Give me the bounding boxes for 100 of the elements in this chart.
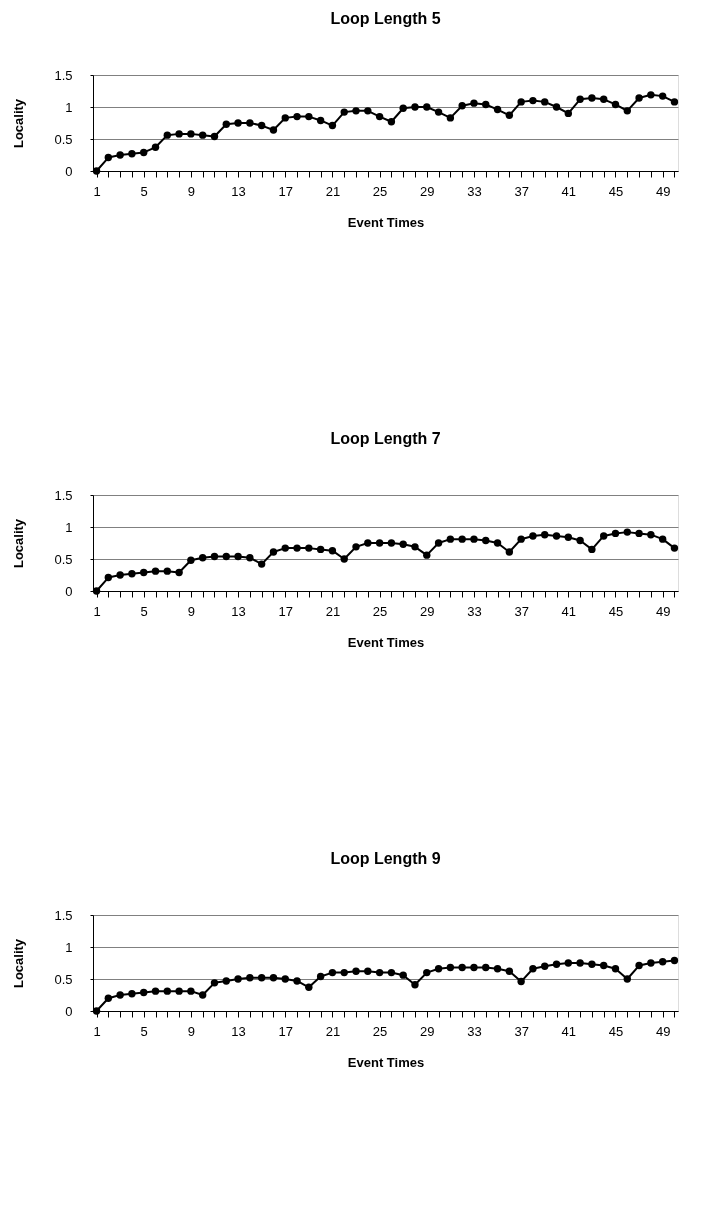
point (588, 94, 596, 102)
point (458, 963, 466, 972)
point (670, 98, 679, 106)
point (552, 960, 561, 968)
x-tick-label: 41 (561, 183, 577, 199)
point (493, 965, 502, 973)
point (458, 535, 466, 543)
x-tick-label: 29 (420, 1023, 435, 1039)
point (470, 535, 478, 543)
x-tick-label: 9 (187, 1023, 196, 1039)
point (623, 107, 631, 115)
point (670, 544, 679, 552)
y-tick-label: 1.5 (54, 907, 73, 923)
point (246, 974, 254, 982)
point (151, 143, 160, 152)
point (305, 112, 313, 121)
point (446, 963, 455, 972)
point (611, 529, 620, 538)
point (399, 971, 407, 979)
point (482, 100, 490, 109)
point (257, 974, 266, 982)
point (517, 977, 525, 986)
point (163, 987, 172, 995)
point (340, 108, 348, 116)
x-tick-label: 25 (372, 1023, 388, 1039)
point (564, 109, 573, 118)
point (482, 963, 490, 972)
point (293, 112, 301, 121)
point (411, 981, 419, 989)
point (269, 126, 278, 134)
point (387, 968, 396, 977)
x-tick-label: 37 (514, 183, 529, 199)
point (576, 536, 584, 545)
point (541, 962, 549, 970)
point (340, 555, 348, 563)
x-tick-label: 21 (325, 1023, 341, 1039)
x-tick-label: 9 (187, 183, 196, 199)
point (434, 965, 443, 973)
point (198, 554, 207, 562)
point (635, 529, 643, 538)
point (423, 103, 431, 111)
point (175, 130, 183, 138)
point (187, 987, 195, 995)
point (163, 131, 172, 139)
point (104, 994, 113, 1002)
x-tick-label: 45 (608, 603, 624, 619)
x-tick-label: 33 (467, 1023, 482, 1039)
point (210, 552, 219, 561)
point (599, 532, 608, 540)
point (128, 150, 136, 158)
x-tick-label: 25 (372, 183, 388, 199)
x-tick-label: 5 (140, 1023, 148, 1039)
x-tick-label: 17 (278, 183, 293, 199)
y-tick-label: 1.5 (54, 67, 73, 83)
point (234, 119, 242, 127)
point (482, 536, 490, 545)
x-tick-label: 21 (325, 603, 341, 619)
point (187, 130, 195, 138)
y-axis-title: Locality (11, 518, 27, 569)
y-tick-label: 0.5 (54, 971, 73, 987)
x-tick-label: 1 (93, 1023, 101, 1039)
point (116, 571, 124, 579)
y-tick-label: 1 (65, 939, 73, 955)
x-axis-title: Event Times (347, 214, 425, 230)
y-tick-label: 0 (65, 163, 73, 179)
y-tick-label: 0 (65, 1003, 73, 1019)
x-tick-label: 41 (561, 603, 577, 619)
point (599, 95, 608, 104)
point (470, 99, 478, 107)
point (151, 567, 160, 575)
point (246, 554, 254, 562)
point (305, 544, 313, 552)
x-tick-label: 25 (372, 603, 388, 619)
y-tick-label: 0 (65, 583, 73, 599)
point (576, 959, 584, 967)
x-tick-label: 45 (608, 1023, 624, 1039)
x-tick-label: 37 (514, 1023, 529, 1039)
point (116, 151, 124, 159)
point (210, 979, 219, 987)
point (352, 543, 360, 551)
y-axis-title: Locality (11, 98, 27, 149)
point (658, 92, 667, 100)
x-axis-title: Event Times (347, 634, 425, 650)
point (328, 121, 337, 130)
point (635, 94, 643, 102)
point (647, 91, 655, 99)
chart-title: Loop Length 7 (330, 430, 441, 447)
x-tick-label: 37 (514, 603, 529, 619)
point (658, 535, 667, 543)
x-tick-label: 49 (655, 1023, 671, 1039)
point (281, 544, 289, 552)
point (635, 961, 643, 970)
point (517, 535, 525, 543)
x-tick-label: 17 (278, 1023, 293, 1039)
point (564, 959, 573, 967)
point (198, 991, 207, 999)
x-tick-label: 17 (278, 603, 293, 619)
x-tick-label: 29 (420, 603, 435, 619)
point (541, 98, 549, 106)
point (446, 535, 455, 543)
